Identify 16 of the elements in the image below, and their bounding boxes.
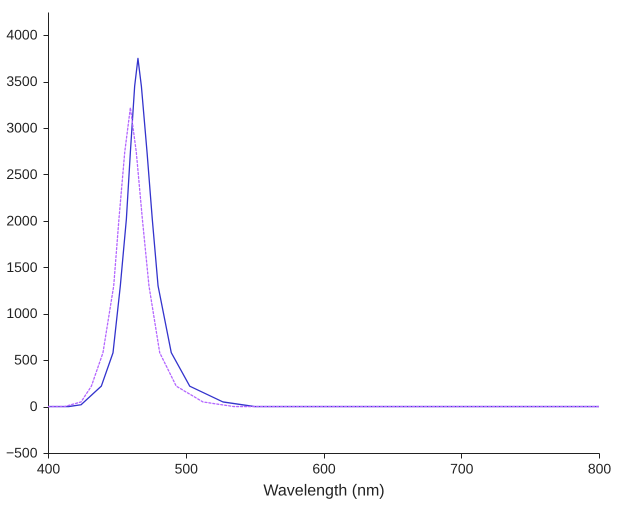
y-tick-label: 3000 [6, 120, 38, 136]
y-tick-label: 3500 [6, 73, 38, 90]
y-tick-label: −500 [6, 444, 38, 460]
x-tick-label: 400 [36, 460, 60, 476]
x-tick-label: 700 [450, 460, 474, 476]
y-tick-label: 2000 [6, 212, 38, 228]
x-tick-label: 800 [588, 460, 612, 476]
y-tick-label: 4000 [6, 26, 38, 43]
y-tick-label: 0 [30, 398, 38, 414]
y-tick-label: 1000 [6, 305, 38, 322]
y-tick-label: 1500 [6, 258, 38, 275]
x-tick-label: 500 [174, 460, 198, 476]
x-tick-label: 600 [312, 460, 336, 476]
x-axis-title: Wavelength (nm) [263, 482, 385, 500]
y-tick-label: 500 [14, 352, 38, 368]
y-tick-label: 2500 [6, 166, 38, 182]
